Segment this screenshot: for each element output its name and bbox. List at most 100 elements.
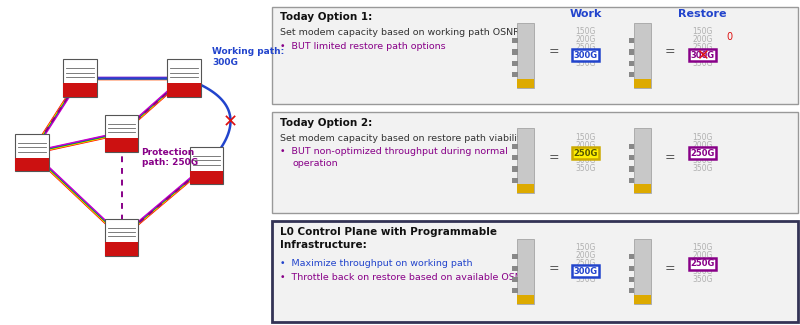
Text: 300G: 300G xyxy=(574,51,598,60)
FancyBboxPatch shape xyxy=(15,158,49,172)
FancyBboxPatch shape xyxy=(512,266,518,271)
Text: •  Throttle back on restore based on available OSNR: • Throttle back on restore based on avai… xyxy=(280,273,528,282)
FancyBboxPatch shape xyxy=(517,128,534,193)
Text: =: = xyxy=(665,151,676,164)
Text: Protection
path: 250G: Protection path: 250G xyxy=(142,148,198,167)
FancyBboxPatch shape xyxy=(517,295,534,304)
Text: Set modem capacity based on working path OSNR: Set modem capacity based on working path… xyxy=(280,28,520,37)
FancyBboxPatch shape xyxy=(634,295,651,304)
FancyBboxPatch shape xyxy=(634,184,651,193)
Text: Working path:
300G: Working path: 300G xyxy=(212,47,284,67)
FancyBboxPatch shape xyxy=(517,79,534,88)
Text: 150G: 150G xyxy=(692,133,713,142)
Text: =: = xyxy=(665,262,676,275)
Text: •  BUT non-optimized throughput during normal: • BUT non-optimized throughput during no… xyxy=(280,147,508,156)
FancyBboxPatch shape xyxy=(629,155,634,160)
FancyBboxPatch shape xyxy=(190,147,223,185)
FancyBboxPatch shape xyxy=(517,184,534,193)
Text: Today Option 2:: Today Option 2: xyxy=(280,118,372,128)
Text: =: = xyxy=(665,46,676,58)
FancyBboxPatch shape xyxy=(629,277,634,282)
Text: =: = xyxy=(548,151,559,164)
FancyBboxPatch shape xyxy=(512,178,518,183)
Text: 0: 0 xyxy=(726,32,733,42)
Text: 350G: 350G xyxy=(692,275,713,284)
Text: 200G: 200G xyxy=(692,251,713,260)
Text: 300G: 300G xyxy=(692,267,713,276)
Text: ✕: ✕ xyxy=(223,113,238,131)
FancyBboxPatch shape xyxy=(105,218,138,256)
Text: 300G: 300G xyxy=(575,156,596,165)
FancyBboxPatch shape xyxy=(629,166,634,172)
FancyBboxPatch shape xyxy=(105,115,138,152)
FancyBboxPatch shape xyxy=(512,288,518,293)
FancyBboxPatch shape xyxy=(629,178,634,183)
FancyBboxPatch shape xyxy=(512,277,518,282)
Text: 300G: 300G xyxy=(692,156,713,165)
Text: L0 Control Plane with Programmable
Infrastructure:: L0 Control Plane with Programmable Infra… xyxy=(280,227,497,250)
FancyBboxPatch shape xyxy=(634,128,651,193)
Text: Work: Work xyxy=(570,9,602,19)
FancyBboxPatch shape xyxy=(167,59,201,97)
Text: 350G: 350G xyxy=(575,275,596,284)
Text: 150G: 150G xyxy=(575,133,596,142)
FancyBboxPatch shape xyxy=(272,112,798,213)
Text: Today Option 1:: Today Option 1: xyxy=(280,12,372,22)
Text: 150G: 150G xyxy=(575,27,596,36)
Text: 350G: 350G xyxy=(692,58,713,68)
FancyBboxPatch shape xyxy=(512,155,518,160)
FancyBboxPatch shape xyxy=(15,134,49,172)
Text: 350G: 350G xyxy=(575,58,596,68)
FancyBboxPatch shape xyxy=(634,239,651,304)
Text: 200G: 200G xyxy=(692,141,713,150)
Text: 250G: 250G xyxy=(690,149,714,158)
FancyBboxPatch shape xyxy=(634,79,651,88)
FancyBboxPatch shape xyxy=(629,72,634,77)
Text: 300G: 300G xyxy=(574,267,598,276)
Text: ✕: ✕ xyxy=(696,48,709,63)
FancyBboxPatch shape xyxy=(512,61,518,66)
Text: •  BUT limited restore path options: • BUT limited restore path options xyxy=(280,42,446,51)
FancyBboxPatch shape xyxy=(629,288,634,293)
Text: 250G: 250G xyxy=(574,149,598,158)
FancyBboxPatch shape xyxy=(512,49,518,55)
FancyBboxPatch shape xyxy=(512,254,518,259)
Text: 150G: 150G xyxy=(692,27,713,36)
Text: 250G: 250G xyxy=(692,43,713,52)
Text: 350G: 350G xyxy=(692,164,713,173)
FancyBboxPatch shape xyxy=(512,38,518,43)
Text: 250G: 250G xyxy=(575,259,596,268)
Text: 200G: 200G xyxy=(575,141,596,150)
FancyBboxPatch shape xyxy=(517,239,534,304)
Text: 200G: 200G xyxy=(692,35,713,44)
FancyBboxPatch shape xyxy=(105,138,138,152)
FancyBboxPatch shape xyxy=(167,83,201,97)
Text: 300G: 300G xyxy=(690,51,714,60)
Text: =: = xyxy=(548,46,559,58)
FancyBboxPatch shape xyxy=(512,72,518,77)
FancyBboxPatch shape xyxy=(272,221,798,322)
FancyBboxPatch shape xyxy=(629,61,634,66)
FancyBboxPatch shape xyxy=(105,242,138,256)
FancyBboxPatch shape xyxy=(629,38,634,43)
FancyBboxPatch shape xyxy=(63,59,97,97)
Text: 200G: 200G xyxy=(575,251,596,260)
FancyBboxPatch shape xyxy=(629,49,634,55)
Text: •  Maximize throughput on working path: • Maximize throughput on working path xyxy=(280,259,473,268)
FancyBboxPatch shape xyxy=(512,166,518,172)
Text: 250G: 250G xyxy=(575,43,596,52)
Text: 350G: 350G xyxy=(575,164,596,173)
Text: operation: operation xyxy=(292,159,338,168)
FancyBboxPatch shape xyxy=(629,254,634,259)
Text: 250G: 250G xyxy=(690,259,714,268)
Text: =: = xyxy=(548,262,559,275)
FancyBboxPatch shape xyxy=(517,23,534,88)
FancyBboxPatch shape xyxy=(63,83,97,97)
FancyBboxPatch shape xyxy=(629,144,634,149)
Text: Restore: Restore xyxy=(678,9,726,19)
FancyBboxPatch shape xyxy=(272,6,798,104)
Text: 150G: 150G xyxy=(692,243,713,253)
FancyBboxPatch shape xyxy=(629,266,634,271)
FancyBboxPatch shape xyxy=(634,23,651,88)
Text: 200G: 200G xyxy=(575,35,596,44)
